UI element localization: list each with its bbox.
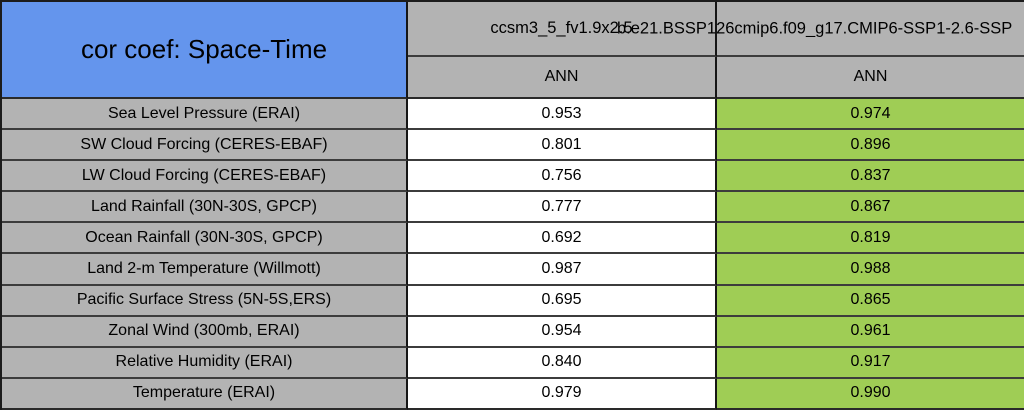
value-case1: 0.954	[408, 316, 717, 348]
value-case2: 0.837	[717, 161, 1024, 193]
metric-label: Land 2-m Temperature (Willmott)	[2, 254, 408, 286]
value-case2: 0.867	[717, 192, 1024, 224]
value-case2: 0.865	[717, 285, 1024, 317]
season-header-case2: ANN	[717, 57, 1024, 99]
model-header-case2: b.e21.BSSP126cmip6.f09_g17.CMIP6-SSP1-2.…	[617, 2, 1024, 57]
value-case2: 0.961	[717, 316, 1024, 348]
metric-label: Land Rainfall (30N-30S, GPCP)	[2, 192, 408, 224]
model-header-case2-label: b.e21.BSSP126cmip6.f09_g17.CMIP6-SSP1-2.…	[617, 19, 1013, 37]
value-case1: 0.840	[408, 347, 717, 379]
metric-label: LW Cloud Forcing (CERES-EBAF)	[2, 161, 408, 193]
metric-label: Zonal Wind (300mb, ERAI)	[2, 316, 408, 348]
value-case1: 0.777	[408, 192, 717, 224]
value-case2: 0.988	[717, 254, 1024, 286]
season-header-case1: ANN	[408, 57, 717, 99]
value-case1: 0.801	[408, 130, 717, 162]
value-case1: 0.756	[408, 161, 717, 193]
metric-label: Temperature (ERAI)	[2, 378, 408, 410]
value-case1: 0.695	[408, 285, 717, 317]
value-case1: 0.953	[408, 99, 717, 131]
metric-label: Relative Humidity (ERAI)	[2, 347, 408, 379]
model-header-case1: ccsm3_5_fv1.9x2.5	[408, 2, 717, 57]
metric-label: Ocean Rainfall (30N-30S, GPCP)	[2, 223, 408, 255]
value-case2: 0.990	[717, 378, 1024, 410]
value-case2: 0.917	[717, 347, 1024, 379]
metric-label: Pacific Surface Stress (5N-5S,ERS)	[2, 285, 408, 317]
value-case1: 0.979	[408, 378, 717, 410]
value-case1: 0.987	[408, 254, 717, 286]
metric-label: SW Cloud Forcing (CERES-EBAF)	[2, 130, 408, 162]
table-title: cor coef: Space-Time	[2, 2, 408, 99]
value-case2: 0.896	[717, 130, 1024, 162]
value-case2: 0.819	[717, 223, 1024, 255]
value-case2: 0.974	[717, 99, 1024, 131]
value-case1: 0.692	[408, 223, 717, 255]
metric-label: Sea Level Pressure (ERAI)	[2, 99, 408, 131]
